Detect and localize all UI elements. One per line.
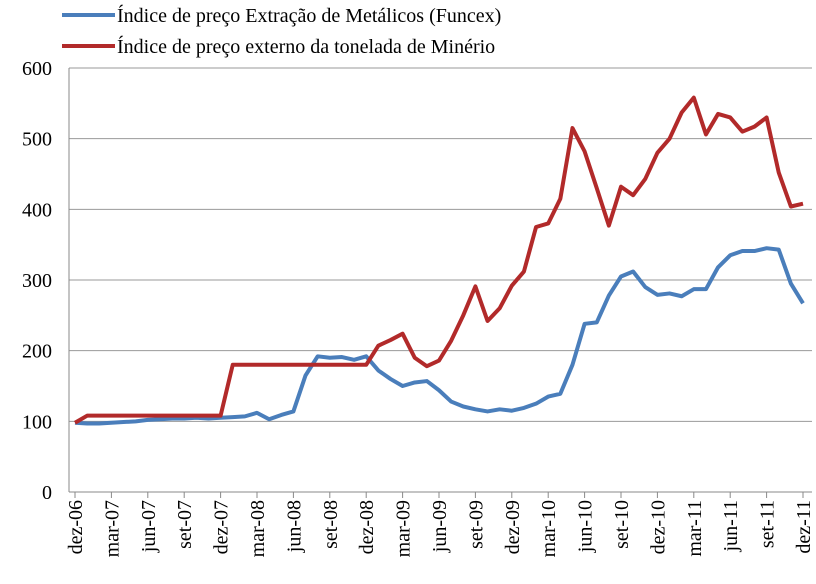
- y-tick-label: 400: [22, 199, 52, 221]
- y-tick-label: 200: [22, 341, 52, 363]
- x-tick-label: jun-08: [283, 500, 305, 553]
- x-tick-label: set-07: [174, 500, 196, 549]
- y-tick-label: 100: [22, 411, 52, 433]
- legend-label: Índice de preço externo da tonelada de M…: [117, 35, 495, 58]
- y-tick-label: 0: [42, 482, 52, 504]
- x-tick-label: set-08: [320, 500, 342, 549]
- y-tick-label: 300: [22, 270, 52, 292]
- series-line: [73, 95, 804, 425]
- x-tick-label: jun-09: [429, 500, 451, 553]
- x-tick-label: jun-11: [720, 500, 742, 552]
- x-tick-label: dez-09: [502, 500, 524, 554]
- x-tick-label: jun-07: [138, 500, 160, 553]
- x-tick-label: mar-11: [684, 500, 706, 557]
- x-tick-label: set-10: [611, 500, 633, 549]
- x-tick-label: dez-11: [793, 500, 815, 554]
- x-tick-label: dez-06: [65, 500, 87, 554]
- x-tick-label: dez-08: [356, 500, 378, 554]
- x-tick-label: mar-10: [538, 500, 560, 557]
- x-tick-label: dez-10: [647, 500, 669, 554]
- x-tick-label: mar-08: [247, 500, 269, 557]
- x-tick-label: jun-10: [575, 500, 597, 553]
- y-tick-label: 500: [22, 129, 52, 151]
- series-line: [74, 246, 805, 426]
- x-tick-label: set-09: [465, 500, 487, 549]
- legend-label: Índice de preço Extração de Metálicos (F…: [117, 4, 501, 27]
- x-tick-label: dez-07: [211, 500, 233, 554]
- x-tick-label: mar-07: [101, 500, 123, 557]
- x-tick-label: set-11: [757, 500, 779, 548]
- x-tick-label: mar-09: [393, 500, 415, 557]
- y-tick-label: 600: [22, 58, 52, 80]
